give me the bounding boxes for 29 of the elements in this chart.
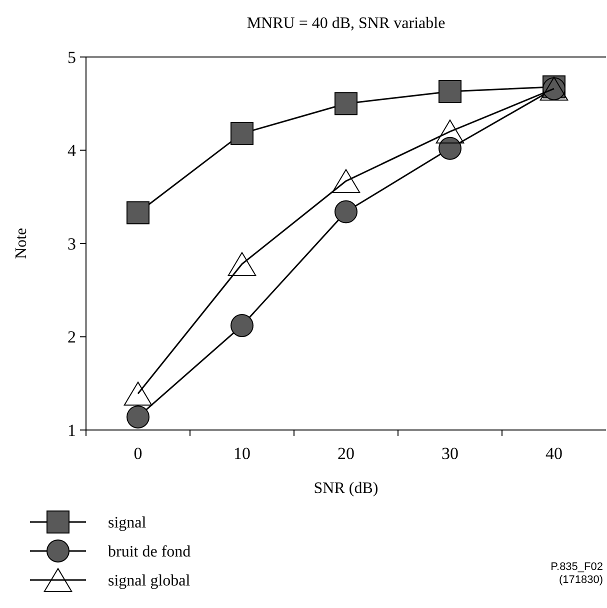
x-tick-label: 30	[442, 444, 458, 463]
legend-label: bruit de fond	[108, 544, 191, 561]
point	[334, 92, 358, 116]
x-tick-label: 10	[234, 444, 250, 463]
legend-label: signal global	[108, 572, 191, 590]
y-tick-label: 3	[68, 234, 76, 254]
chart-title: MNRU = 40 dB, SNR variable	[246, 15, 446, 32]
point	[334, 200, 358, 224]
y-tick-label: 4	[68, 141, 76, 160]
y-axis-title: Note	[13, 228, 30, 260]
point	[126, 405, 150, 428]
legend-label: signal	[108, 514, 147, 532]
point	[438, 136, 462, 160]
x-tick-label: 0	[134, 444, 142, 463]
point	[332, 169, 360, 193]
y-tick-label: 1	[68, 420, 76, 440]
point	[230, 122, 254, 145]
point	[124, 382, 152, 406]
text: P.835_F02 (171830)	[550, 561, 603, 586]
point	[228, 252, 256, 276]
point	[230, 314, 254, 338]
x-tick-label: 20	[338, 444, 354, 463]
x-axis-title: SNR (dB)	[314, 480, 378, 497]
y-tick-label: 2	[68, 328, 76, 347]
x-tick-label: 40	[546, 444, 562, 463]
point	[126, 201, 150, 224]
point	[438, 80, 462, 104]
y-tick-label: 5	[68, 48, 76, 67]
point	[436, 120, 464, 144]
